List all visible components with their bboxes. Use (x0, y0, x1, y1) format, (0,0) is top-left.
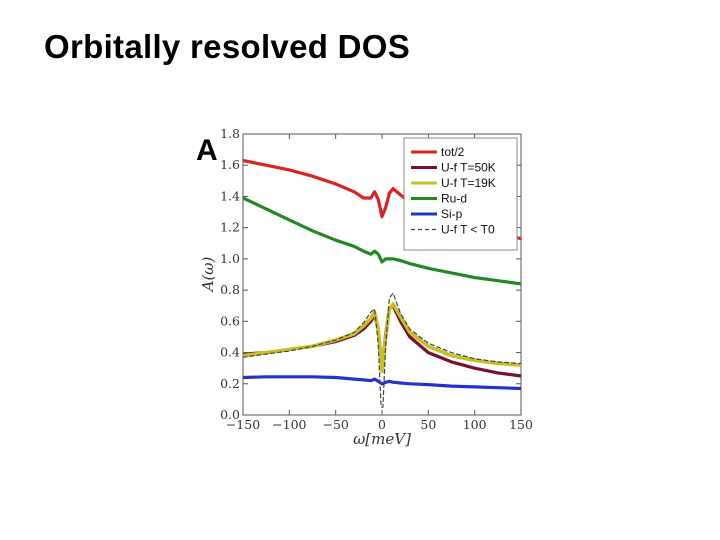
tick-layer: −150 −100 −50 0 50 100 150 0.0 0.2 0.4 0.6 0.8 1.0 1.… (220, 126, 533, 432)
x-tick-label: 0 (378, 417, 386, 432)
y-tick-label: 1.0 (220, 251, 240, 266)
panel-letter: A (196, 134, 218, 167)
y-tick-label: 0.6 (220, 313, 240, 328)
series-line-5 (243, 292, 521, 408)
x-tick-label: −100 (272, 417, 306, 432)
series-line-4 (243, 375, 521, 391)
legend-box (403, 137, 518, 251)
legend-label: tot/2 (441, 145, 465, 159)
legend-label: U-f T=19K (441, 176, 496, 190)
legend-label: Si-p (441, 207, 463, 221)
series-line-2 (243, 302, 521, 374)
x-tick-label: −50 (322, 417, 348, 432)
y-tick-label: 0.8 (220, 282, 240, 297)
y-tick-label: 1.8 (220, 126, 240, 141)
y-tick-label: 1.2 (220, 220, 240, 235)
legend-label: U-f T < T0 (441, 223, 495, 237)
y-axis-label: A(ω) (199, 256, 217, 293)
y-tick-label: 1.6 (220, 157, 240, 172)
y-tick-label: 0.2 (220, 376, 240, 391)
slide-title: Orbitally resolved DOS (44, 28, 411, 65)
x-axis-label: ω[meV] (353, 430, 411, 448)
series-line-3 (243, 196, 521, 286)
x-tick-label: 150 (509, 417, 533, 432)
y-tick-label: 1.4 (220, 188, 240, 203)
y-tick-label: 0.0 (220, 407, 240, 422)
legend-label: Ru-d (441, 192, 467, 206)
x-tick-label: −150 (226, 417, 260, 432)
y-tick-label: 0.4 (220, 345, 240, 360)
legend-label: U-f T=50K (441, 161, 496, 175)
x-tick-label: 50 (420, 417, 436, 432)
x-tick-label: 100 (463, 417, 487, 432)
